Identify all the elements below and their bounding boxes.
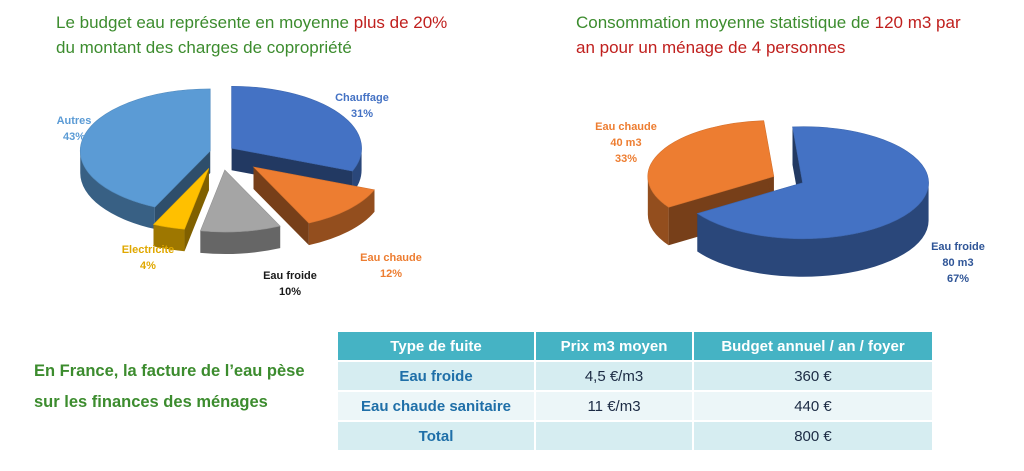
slice2-label-eau-froide: Eau froide [931, 241, 985, 253]
slice2-amount-eau-chaude: 40 m3 [610, 137, 641, 149]
france-text-line1: En France, la facture de l’eau pèse [34, 362, 305, 380]
charges-pie-chart [80, 85, 375, 254]
headline-consumption-text: Consommation moyenne statistique de [576, 13, 875, 32]
france-water-bill-text: En France, la facture de l’eau pèse sur … [34, 356, 324, 418]
pie-slice-eau-chaude [252, 166, 375, 246]
water-budget-table: Type de fuite Prix m3 moyen Budget annue… [336, 330, 934, 452]
cell-price [536, 422, 692, 450]
cell-type: Total [338, 422, 534, 450]
headline-consumption: Consommation moyenne statistique de 120 … [576, 10, 1006, 60]
headline-budget-highlight: plus de 20% [353, 13, 448, 32]
table-header-row: Type de fuite Prix m3 moyen Budget annue… [338, 332, 932, 360]
slice-value-electricite: 4% [140, 260, 156, 272]
column-header-budget: Budget annuel / an / foyer [694, 332, 932, 360]
cell-type: Eau froide [338, 362, 534, 390]
slice-label-eau-chaude: Eau chaude [360, 252, 422, 264]
pie-slice-chauffage [231, 85, 362, 194]
cell-budget: 800 € [694, 422, 932, 450]
table-row: Total 800 € [338, 422, 932, 450]
slice-value-chauffage: 31% [351, 108, 373, 120]
slice2-amount-eau-froide: 80 m3 [942, 257, 973, 269]
pie-slice-electricite [152, 168, 210, 252]
slice-value-eau-chaude: 12% [380, 268, 402, 280]
column-header-type: Type de fuite [338, 332, 534, 360]
slice-value-autres: 43% [63, 131, 85, 143]
headline-consumption-highlight: 120 m3 par [874, 13, 961, 32]
column-header-price: Prix m3 moyen [536, 332, 692, 360]
slice2-label-eau-chaude: Eau chaude [595, 121, 657, 133]
cell-budget: 440 € [694, 392, 932, 420]
slice2-value-eau-chaude: 33% [615, 153, 637, 165]
headline-budget-text: Le budget eau représente en moyenne [56, 13, 354, 32]
headline-budget: Le budget eau représente en moyenne plus… [56, 10, 496, 60]
pie-slice-eau-froide [696, 126, 929, 277]
cell-price: 4,5 €/m3 [536, 362, 692, 390]
slice-label-chauffage: Chauffage [335, 92, 389, 104]
slice-label-eau-froide: Eau froide [263, 270, 317, 282]
headline-consumption-line2: an pour un ménage de 4 personnes [576, 38, 846, 57]
slice-label-autres: Autres [57, 115, 92, 127]
slice2-value-eau-froide: 67% [947, 273, 969, 285]
cell-type: Eau chaude sanitaire [338, 392, 534, 420]
headline-budget-line2: du montant des charges de copropriété [56, 38, 352, 57]
slice-label-electricite: Electricite [122, 244, 175, 256]
france-text-line2: sur les finances des ménages [34, 393, 268, 411]
pie-charts: Chauffage 31% Eau chaude 12% Eau froide … [57, 85, 985, 298]
table-row: Eau chaude sanitaire 11 €/m3 440 € [338, 392, 932, 420]
cell-price: 11 €/m3 [536, 392, 692, 420]
pie-slice-autres [80, 88, 211, 230]
cell-budget: 360 € [694, 362, 932, 390]
consumption-pie-chart [647, 120, 929, 277]
slice-value-eau-froide: 10% [279, 286, 301, 298]
pie-slice-eau-froide [199, 169, 281, 254]
table-row: Eau froide 4,5 €/m3 360 € [338, 362, 932, 390]
